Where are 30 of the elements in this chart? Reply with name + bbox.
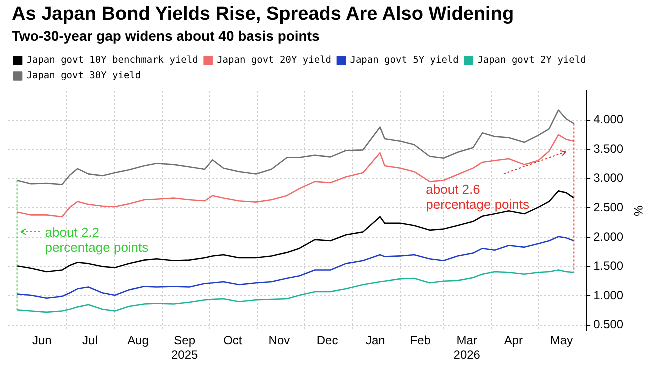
chart-subtitle: Two-30-year gap widens about 40 basis points bbox=[12, 28, 320, 44]
x-tick-label: Jan bbox=[366, 334, 386, 348]
x-tick-label: Mar 2026 bbox=[454, 334, 481, 362]
y-tick-label: 2.500 bbox=[594, 200, 624, 214]
y-tick-label: 3.000 bbox=[594, 171, 624, 186]
y-tick-label: 1.000 bbox=[594, 288, 624, 302]
y-tick-label: 0.500 bbox=[594, 318, 624, 332]
legend-label: Japan govt 5Y yield bbox=[350, 55, 459, 66]
x-tick-label: Jul bbox=[82, 334, 98, 348]
x-tick-label: Sep 2025 bbox=[171, 334, 198, 362]
x-tick-label: Feb bbox=[410, 334, 432, 348]
x-tick-label: Jun bbox=[32, 334, 52, 348]
ref-line-label: about 2.6 percentage points bbox=[426, 182, 530, 212]
x-tick-label: May bbox=[550, 334, 574, 348]
y-tick-label: 3.500 bbox=[594, 142, 624, 156]
legend-label: Japan govt 2Y yield bbox=[478, 55, 586, 66]
y-tick-label: 2.000 bbox=[594, 230, 624, 244]
y-tick-label: 1.500 bbox=[594, 259, 624, 274]
x-tick-label: Nov bbox=[268, 334, 290, 348]
ref-line-label: about 2.2 percentage points bbox=[45, 225, 149, 256]
y-axis-title: % bbox=[631, 206, 646, 217]
x-tick-label: Apr bbox=[504, 334, 524, 348]
legend-label: Japan govt 20Y yield bbox=[217, 55, 332, 66]
x-tick-label: Dec bbox=[316, 334, 338, 348]
legend-label: Japan govt 30Y yield bbox=[26, 70, 142, 82]
chart-title: As Japan Bond Yields Rise, Spreads Are Also Widening bbox=[12, 4, 514, 26]
legend-label: Japan govt 10Y benchmark yield bbox=[26, 55, 198, 66]
x-tick-label: Aug bbox=[128, 334, 149, 348]
y-tick-label: 4.000 bbox=[594, 112, 624, 127]
x-tick-label: Oct bbox=[224, 334, 243, 348]
